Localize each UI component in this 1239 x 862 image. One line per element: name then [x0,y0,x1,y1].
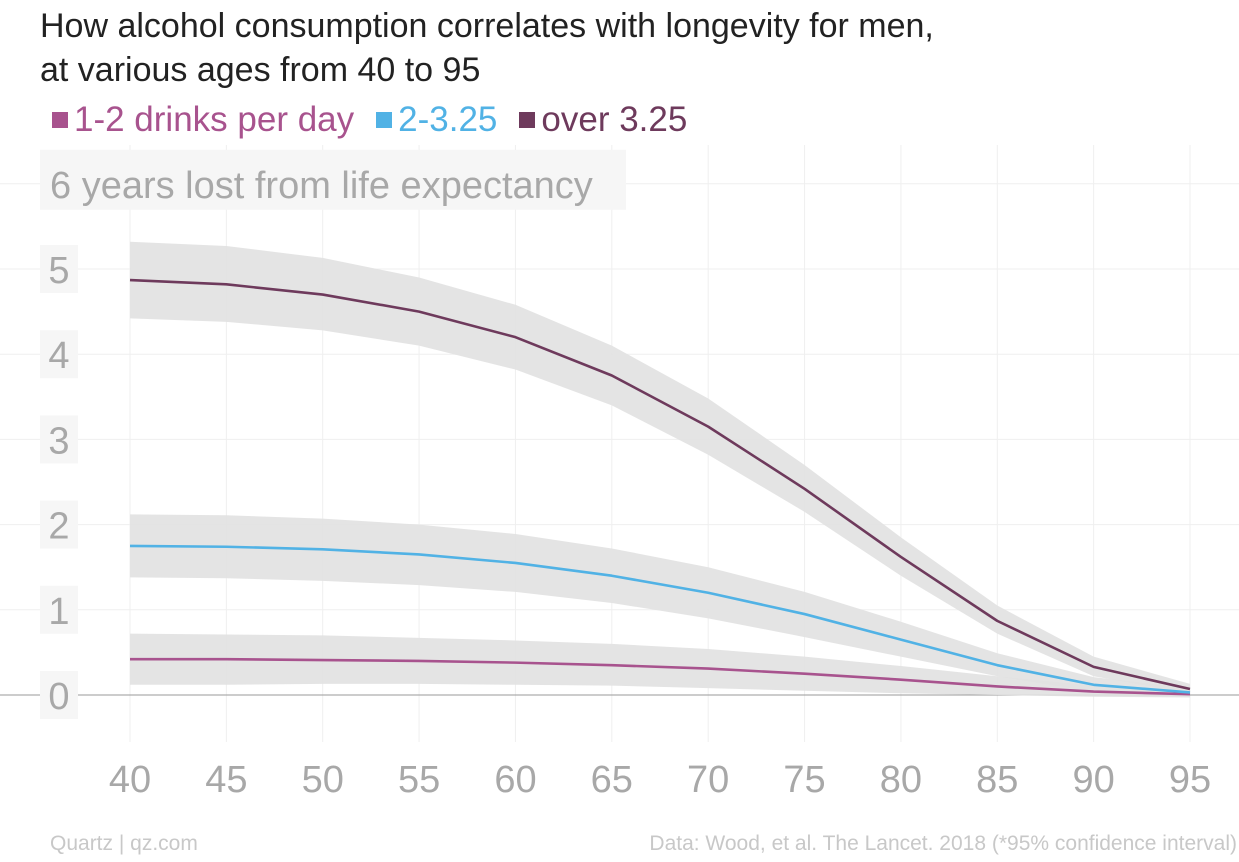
footer-source: Quartz | qz.com [50,832,198,855]
chart-title-line1: How alcohol consumption correlates with … [40,7,934,45]
legend-label-over-3-25: over 3.25 [541,100,688,139]
x-tick-label-40: 40 [109,759,151,801]
y-tick-bg-1 [40,585,78,634]
legend-label-1-2-drinks: 1-2 drinks per day [74,100,355,139]
y-tick-label-5: 5 [48,250,69,292]
series-line-3 [129,278,1191,691]
y-tick-label-3: 3 [48,420,69,462]
series-line-2 [129,544,1191,694]
y-tick-bg-5 [40,245,78,293]
y-tick-bg-0 [40,671,78,719]
legend-item-1-2-drinks: 1-2 drinks per day [52,98,354,142]
series-lines [129,278,1191,696]
chart-title-line2: at various ages from 40 to 95 [40,51,481,89]
y-tick-label-1: 1 [48,591,69,633]
legend-swatch-1-2-drinks [52,112,68,128]
footer-note: Data: Wood, et al. The Lancet. 2018 (*95… [649,832,1237,855]
y-tick-label-2: 2 [48,506,69,548]
legend-swatch-over-3-25 [519,112,536,128]
x-tick-label-80: 80 [880,759,922,801]
y-tick-bg-2 [40,500,78,549]
x-tick-label-90: 90 [1072,759,1114,801]
x-tick-label-85: 85 [976,759,1018,801]
legend: 1-2 drinks per day 2-3.25 over 3.25 [52,98,687,142]
y-tick-label-4: 4 [48,335,69,377]
series-line-1 [130,657,1191,696]
x-tick-label-50: 50 [302,759,344,801]
x-tick-label-45: 45 [205,759,247,801]
legend-item-over-3-25: over 3.25 [519,98,687,142]
legend-item-2-3-25: 2-3.25 [376,98,497,142]
y-unit-label-bg [40,149,626,210]
y-tick-bg-3 [40,415,78,464]
x-tick-label-55: 55 [398,759,440,801]
legend-label-2-3-25: 2-3.25 [398,100,498,139]
x-tick-label-65: 65 [591,759,633,801]
confidence-bands [130,241,1190,698]
x-tick-label-95: 95 [1169,759,1211,801]
x-tick-label-60: 60 [494,759,536,801]
legend-swatch-2-3-25 [376,112,393,128]
x-tick-label-75: 75 [783,759,825,801]
x-tick-label-70: 70 [687,759,729,801]
confidence-band-3 [130,241,1190,694]
y-tick-bg-4 [40,330,78,379]
y-unit-label: 6 years lost from life expectancy [50,165,593,207]
y-tick-label-0: 0 [48,676,69,718]
chart-title: How alcohol consumption correlates with … [40,4,1220,92]
confidence-band-2 [130,514,1190,696]
